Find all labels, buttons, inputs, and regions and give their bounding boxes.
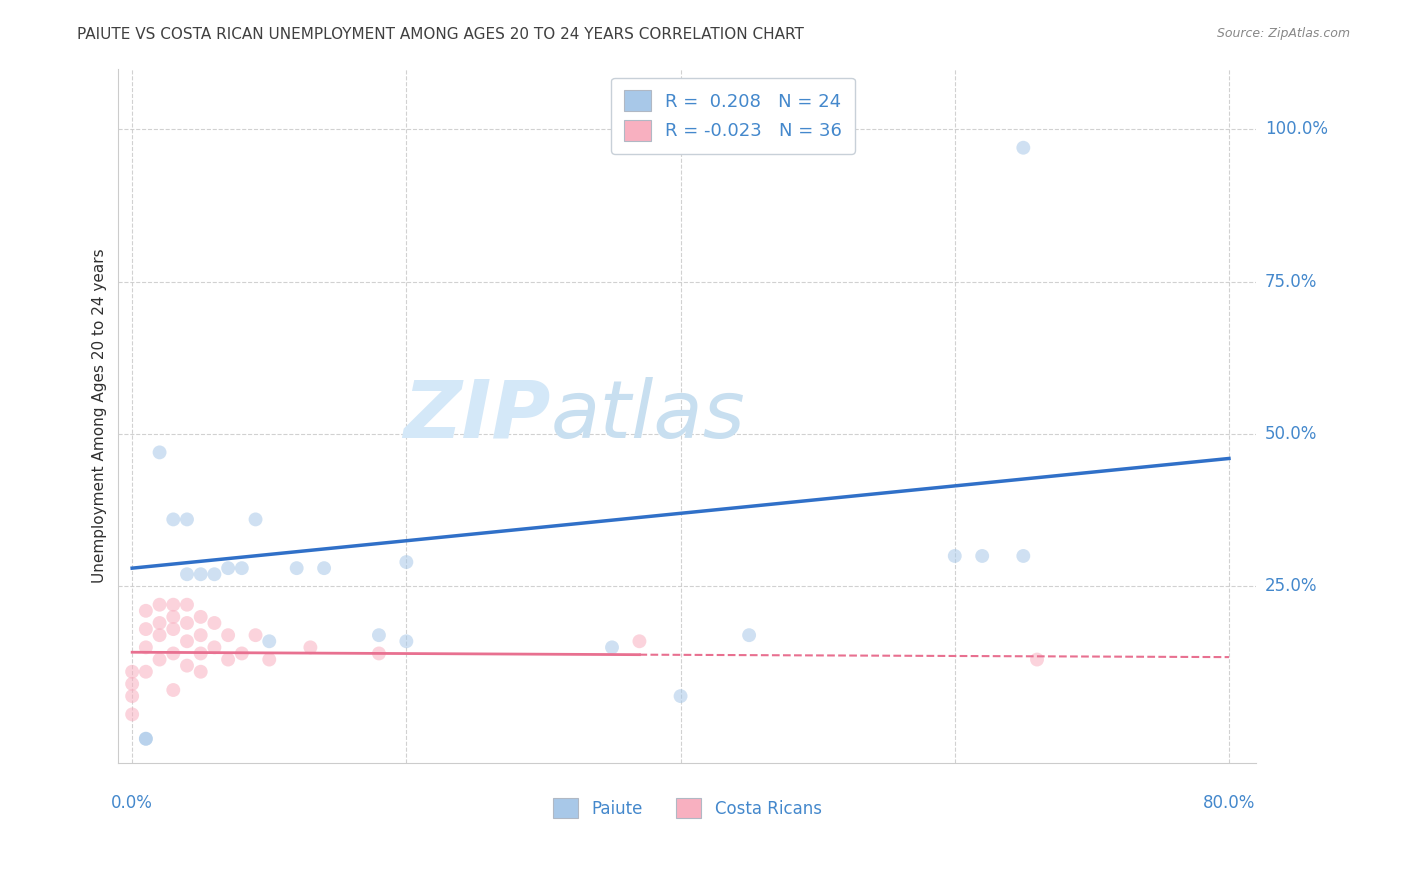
Legend: Paiute, Costa Ricans: Paiute, Costa Ricans: [547, 792, 828, 824]
Text: Source: ZipAtlas.com: Source: ZipAtlas.com: [1216, 27, 1350, 40]
Point: [162, 610, 184, 624]
Point: [190, 647, 212, 661]
Point: [972, 549, 994, 563]
Point: [314, 561, 336, 575]
Point: [285, 561, 308, 575]
Point: [135, 731, 157, 746]
Text: 100.0%: 100.0%: [1265, 120, 1327, 138]
Point: [738, 628, 761, 642]
Point: [628, 634, 651, 648]
Point: [176, 598, 198, 612]
Text: 80.0%: 80.0%: [1202, 794, 1256, 812]
Point: [245, 512, 267, 526]
Point: [121, 707, 143, 722]
Point: [121, 665, 143, 679]
Point: [176, 658, 198, 673]
Point: [669, 689, 692, 703]
Point: [148, 628, 170, 642]
Point: [202, 567, 225, 582]
Point: [162, 622, 184, 636]
Point: [148, 652, 170, 666]
Point: [217, 628, 239, 642]
Point: [231, 561, 253, 575]
Point: [395, 555, 418, 569]
Point: [135, 731, 157, 746]
Point: [176, 567, 198, 582]
Point: [176, 512, 198, 526]
Point: [121, 689, 143, 703]
Point: [162, 598, 184, 612]
Point: [135, 665, 157, 679]
Point: [190, 567, 212, 582]
Point: [259, 652, 281, 666]
Text: ZIP: ZIP: [404, 376, 551, 455]
Point: [943, 549, 966, 563]
Point: [162, 683, 184, 698]
Text: 50.0%: 50.0%: [1265, 425, 1317, 443]
Point: [1012, 549, 1035, 563]
Point: [299, 640, 322, 655]
Point: [148, 445, 170, 459]
Point: [1012, 141, 1035, 155]
Point: [368, 647, 391, 661]
Point: [162, 512, 184, 526]
Point: [368, 628, 391, 642]
Point: [121, 677, 143, 691]
Text: 25.0%: 25.0%: [1265, 577, 1317, 596]
Point: [135, 622, 157, 636]
Point: [395, 634, 418, 648]
Text: PAIUTE VS COSTA RICAN UNEMPLOYMENT AMONG AGES 20 TO 24 YEARS CORRELATION CHART: PAIUTE VS COSTA RICAN UNEMPLOYMENT AMONG…: [77, 27, 804, 42]
Point: [176, 615, 198, 630]
Point: [600, 640, 623, 655]
Text: 75.0%: 75.0%: [1265, 273, 1317, 291]
Point: [190, 628, 212, 642]
Point: [190, 610, 212, 624]
Point: [259, 634, 281, 648]
Point: [202, 615, 225, 630]
Point: [148, 615, 170, 630]
Point: [217, 652, 239, 666]
Point: [135, 640, 157, 655]
Text: atlas: atlas: [551, 376, 745, 455]
Text: 0.0%: 0.0%: [111, 794, 153, 812]
Point: [176, 634, 198, 648]
Point: [190, 665, 212, 679]
Point: [217, 561, 239, 575]
Point: [245, 628, 267, 642]
Y-axis label: Unemployment Among Ages 20 to 24 years: Unemployment Among Ages 20 to 24 years: [93, 249, 107, 583]
Point: [231, 647, 253, 661]
Point: [162, 647, 184, 661]
Point: [1026, 652, 1049, 666]
Point: [148, 598, 170, 612]
Point: [135, 604, 157, 618]
Point: [202, 640, 225, 655]
